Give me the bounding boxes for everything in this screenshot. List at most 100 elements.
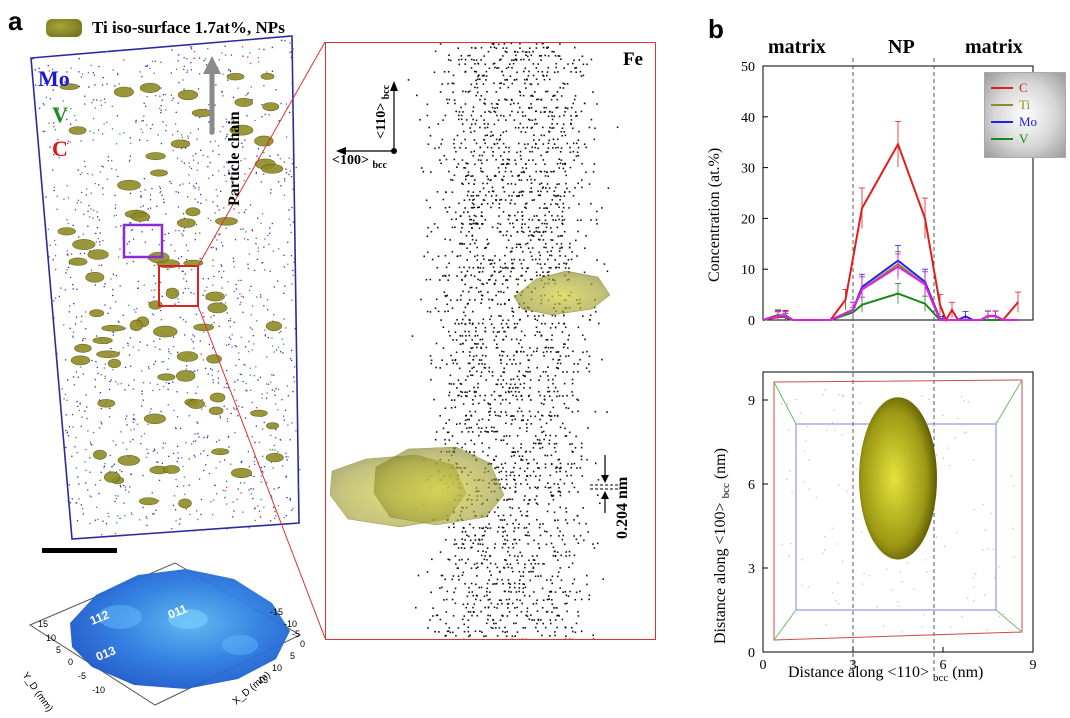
fe-atom (558, 218, 560, 221)
box-atom (786, 478, 788, 480)
fe-atom (580, 75, 583, 77)
fe-atom (510, 378, 512, 381)
fe-atom (539, 207, 541, 209)
fe-atom (511, 635, 514, 637)
fe-atom (539, 170, 542, 173)
fe-atom (467, 182, 470, 185)
box-atom (1003, 613, 1005, 615)
fe-atom (518, 590, 520, 593)
recon-atom (153, 448, 156, 450)
fe-atom (481, 294, 484, 297)
fe-atom (526, 354, 529, 357)
fe-atom (451, 307, 454, 309)
recon-atom (143, 432, 146, 435)
fe-atom (460, 294, 462, 297)
recon-atom (170, 182, 172, 185)
fe-atom (527, 366, 530, 369)
fe-atom (448, 394, 450, 397)
fe-atom (493, 390, 496, 393)
recon-atom (211, 133, 213, 135)
fe-atom (549, 411, 552, 413)
recon-atom (108, 416, 111, 418)
fe-atom (521, 555, 523, 557)
fe-atom (482, 255, 484, 257)
fe-atom (484, 103, 486, 105)
fe-atom (506, 286, 509, 289)
fe-atom (546, 171, 548, 174)
recon-atom (56, 208, 58, 210)
recon-atom (180, 256, 183, 258)
recon-atom (92, 217, 94, 219)
recon-atom (144, 241, 146, 243)
fe-atom (516, 631, 519, 633)
recon-atom (270, 434, 272, 437)
fe-atom (464, 207, 466, 209)
recon-atom (154, 60, 156, 62)
recon-nanoparticle (117, 454, 140, 466)
recon-atom (185, 508, 188, 510)
fe-atom (559, 491, 562, 494)
fe-atom (549, 619, 552, 621)
recon-atom (207, 48, 209, 50)
fe-atom (467, 54, 469, 57)
recon-atom (226, 162, 228, 164)
fe-atom (470, 123, 473, 126)
fe-atom (551, 123, 553, 125)
recon-atom (89, 522, 91, 525)
fe-atom (469, 539, 472, 542)
fe-atom (534, 562, 537, 565)
fe-atom (533, 559, 536, 561)
nanoparticle-large-front (373, 446, 505, 526)
fe-atom (423, 255, 425, 258)
axis-origin-dot (391, 148, 397, 154)
fe-atom (449, 59, 452, 62)
recon-atom (245, 382, 247, 385)
recon-nanoparticle (107, 358, 121, 369)
recon-atom (216, 195, 218, 197)
recon-atom (177, 130, 179, 132)
fe-atom (585, 522, 587, 525)
recon-atom (153, 340, 155, 342)
fe-atom (551, 599, 553, 601)
recon-atom (54, 297, 57, 299)
recon-atom (74, 209, 77, 211)
fe-atom (460, 142, 463, 145)
fe-atom (477, 382, 479, 385)
recon-atom (212, 265, 214, 267)
y-tick-0: 0 (68, 657, 73, 667)
recon-atom (263, 151, 265, 154)
fe-atom (510, 170, 512, 173)
fe-atom (570, 466, 572, 469)
recon-nanoparticle (87, 249, 109, 260)
fe-atom (477, 194, 480, 197)
recon-atom (250, 285, 252, 288)
fe-atom (493, 583, 496, 585)
fe-atom (562, 163, 564, 165)
recon-atom (72, 336, 74, 338)
recon-nanoparticle (162, 465, 180, 474)
fe-atom (493, 270, 496, 273)
fe-atom (577, 154, 580, 157)
fe-atom (510, 270, 512, 273)
fe-atom (485, 246, 487, 249)
recon-atom (42, 130, 44, 133)
recon-nanoparticle (101, 324, 125, 332)
fe-atom (455, 634, 457, 637)
fe-atom (474, 242, 476, 245)
fe-atom (563, 322, 566, 325)
fe-atom (543, 438, 545, 441)
fe-atom (547, 386, 549, 389)
recon-atom (140, 196, 142, 198)
fe-atom (525, 370, 527, 373)
fe-atom (555, 471, 558, 473)
fe-atom (518, 378, 520, 381)
recon-atom (172, 345, 175, 348)
fe-atom (466, 194, 469, 197)
recon-atom (148, 301, 150, 304)
fe-atom (495, 455, 497, 458)
fe-atom (465, 335, 467, 337)
recon-atom (226, 486, 228, 488)
recon-atom (72, 224, 74, 226)
fe-atom (496, 303, 499, 305)
fe-atom (486, 515, 489, 517)
